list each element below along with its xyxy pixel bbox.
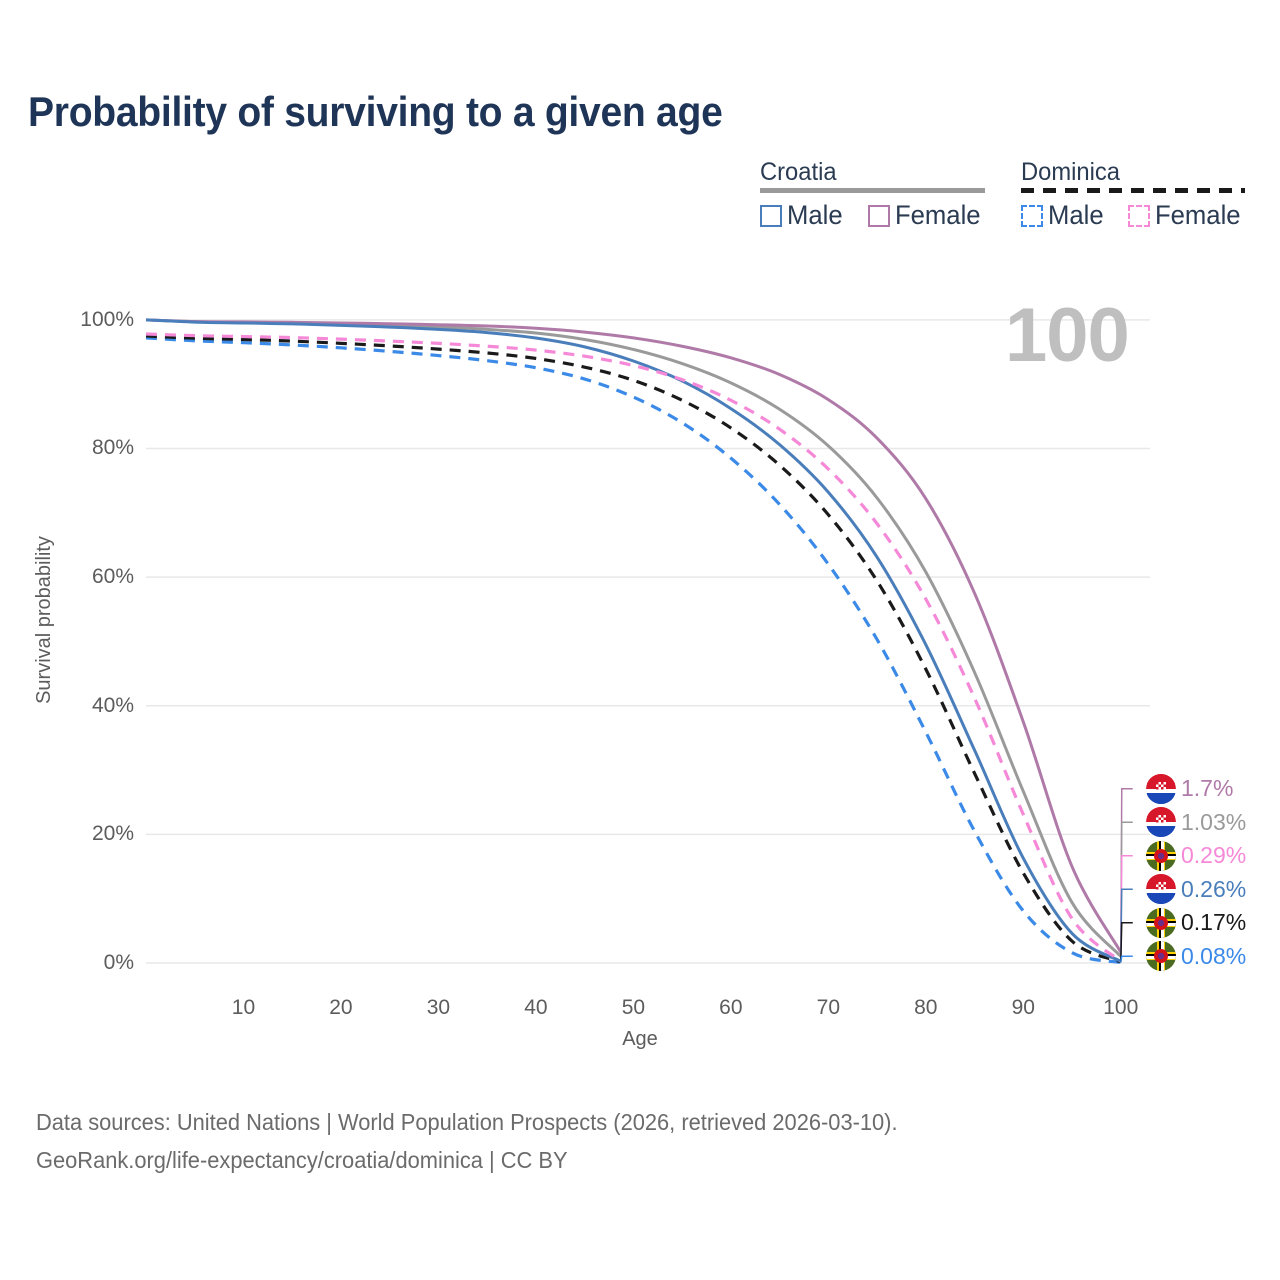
legend-items: Male Female <box>1020 200 1246 230</box>
age-watermark: 100 <box>1005 293 1130 378</box>
y-axis-title: Survival probability <box>33 536 55 704</box>
croatia-flag-icon <box>1146 874 1176 905</box>
legend-swatch-icon <box>1020 204 1043 227</box>
end-label-row: 1.03% <box>1146 806 1280 840</box>
chart-legend: Croatia Male Female Dominica Male Female <box>760 158 1246 230</box>
legend-swatch-icon <box>760 204 782 227</box>
y-tick-label: 100% <box>80 307 134 331</box>
end-label-leader-line <box>1120 888 1133 962</box>
legend-item-dominica-female[interactable]: Female <box>1128 202 1245 229</box>
legend-item-croatia-female[interactable]: Female <box>867 200 985 230</box>
legend-item-label: Male <box>787 200 843 230</box>
legend-swatch-icon <box>1128 204 1151 227</box>
x-tick-label: 40 <box>524 996 548 1019</box>
series-line-croatia-female <box>145 318 1123 953</box>
end-label-row: 0.17% <box>1146 906 1280 940</box>
y-tick-label: 80% <box>91 436 134 460</box>
y-tick-label: 60% <box>91 565 134 589</box>
x-tick-label: 70 <box>816 996 841 1019</box>
series-line-dominica-female <box>145 332 1122 963</box>
x-tick-label: 60 <box>719 996 743 1019</box>
series-line-croatia-total <box>145 318 1122 958</box>
end-label-row: 1.7% <box>1146 772 1280 806</box>
end-label-value: 0.08% <box>1181 942 1247 969</box>
end-label-value: 1.03% <box>1181 808 1247 835</box>
footer-data-sources: Data sources: United Nations | World Pop… <box>36 1109 898 1135</box>
end-label-leader-line <box>1120 788 1133 953</box>
end-label-value: 0.26% <box>1181 875 1247 902</box>
end-label-value: 1.7% <box>1181 775 1234 802</box>
end-label-leader-line <box>1120 855 1133 962</box>
series-end-labels: 1.7% 1.03% 0.29% 0.26% 0.17% 0.08% <box>1146 772 1280 973</box>
end-label-row: 0.29% <box>1146 839 1280 873</box>
x-axis-title: Age <box>622 1028 658 1050</box>
legend-item-dominica-male[interactable]: Male <box>1020 200 1107 230</box>
x-tick-label: 90 <box>1011 996 1035 1019</box>
legend-group-croatia: Croatia Male Female <box>760 160 985 229</box>
x-tick-label: 30 <box>426 996 451 1019</box>
x-tick-label: 80 <box>914 996 938 1019</box>
y-tick-label: 20% <box>91 822 134 846</box>
series-line-dominica-total <box>145 334 1122 964</box>
x-tick-label: 20 <box>329 996 353 1019</box>
end-label-leader-line <box>1120 922 1133 962</box>
legend-group-rule <box>1020 188 1246 193</box>
legend-item-label: Female <box>894 200 981 230</box>
series-line-dominica-male <box>145 336 1122 965</box>
end-label-leader-line <box>1120 955 1133 963</box>
end-label-value: 0.29% <box>1181 842 1247 869</box>
y-tick-label: 0% <box>103 951 134 974</box>
dominica-flag-icon <box>1146 840 1176 871</box>
end-label-value: 0.17% <box>1181 909 1247 936</box>
dominica-flag-icon <box>1146 907 1176 938</box>
x-tick-label: 100 <box>1103 996 1139 1019</box>
legend-group-rule <box>760 188 985 193</box>
end-label-row: 0.26% <box>1146 873 1280 907</box>
legend-item-label: Female <box>1155 200 1241 230</box>
croatia-flag-icon <box>1146 773 1176 804</box>
legend-group-dominica: Dominica Male Female <box>1020 158 1246 230</box>
legend-item-croatia-male[interactable]: Male <box>760 202 846 229</box>
legend-group-title: Dominica <box>1020 158 1120 186</box>
y-tick-label: 40% <box>91 693 134 717</box>
dominica-flag-icon <box>1146 941 1176 972</box>
footer-attribution: GeoRank.org/life-expectancy/croatia/domi… <box>36 1147 568 1173</box>
page-title: Probability of surviving to a given age <box>28 88 723 135</box>
legend-group-title: Croatia <box>760 158 837 186</box>
legend-swatch-icon <box>867 204 890 227</box>
x-tick-label: 50 <box>621 996 646 1019</box>
x-tick-label: 10 <box>231 996 256 1019</box>
legend-item-label: Male <box>1047 200 1104 230</box>
croatia-flag-icon <box>1146 807 1176 838</box>
legend-items: Male Female <box>760 202 985 229</box>
end-label-row: 0.08% <box>1146 940 1280 974</box>
series-line-croatia-male <box>145 318 1122 963</box>
